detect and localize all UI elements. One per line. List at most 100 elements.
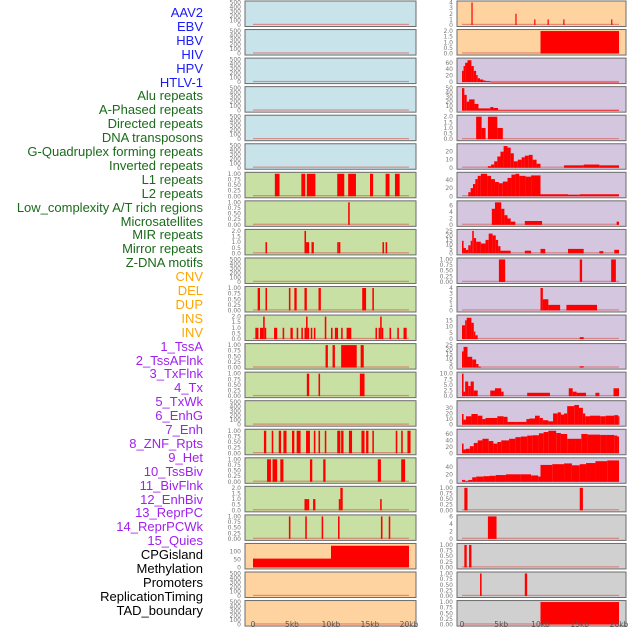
track-panel <box>456 143 627 170</box>
track-panel <box>456 257 627 284</box>
y-tick-label: 1.00 <box>440 599 454 606</box>
y-tick-label: 500 <box>230 571 242 578</box>
data-bar <box>309 459 313 482</box>
y-tick-label: 0.25 <box>440 502 454 509</box>
data-bar <box>563 19 565 25</box>
data-bar <box>468 386 471 397</box>
data-bar <box>614 435 618 454</box>
y-tick-label: 1.00 <box>228 456 242 463</box>
data-bar <box>267 459 271 482</box>
y-tick-label: 0 <box>449 450 453 457</box>
y-tick-label: 0.50 <box>228 382 242 389</box>
data-bar <box>362 288 367 311</box>
data-bar <box>501 440 510 454</box>
y-tick-label: 1.0 <box>231 325 241 332</box>
data-bar <box>582 413 586 425</box>
y-tick-label: 2.0 <box>443 28 453 35</box>
data-bar <box>473 70 477 83</box>
data-bar <box>313 499 316 511</box>
y-tick-label: 0.75 <box>228 291 242 298</box>
data-bar <box>483 476 490 482</box>
data-bar <box>257 288 261 311</box>
data-bar <box>463 391 466 397</box>
data-bar <box>507 177 512 197</box>
data-bar <box>543 432 549 454</box>
data-bar <box>462 479 466 482</box>
y-tick-label: 20 <box>445 99 453 106</box>
y-tick-label: 0 <box>237 136 241 143</box>
data-bar <box>500 250 511 254</box>
data-bar <box>476 116 482 140</box>
y-tick-label: 2.0 <box>231 228 241 235</box>
y-tick-label: 300 <box>230 94 242 101</box>
baseline-strip <box>462 337 619 340</box>
data-bar <box>560 414 565 425</box>
y-tick-label: 2 <box>449 11 453 18</box>
track-label: CPGisland <box>140 547 203 563</box>
y-tick-label: 0.50 <box>228 439 242 446</box>
data-bar <box>318 373 321 397</box>
y-tick-label: 0.25 <box>228 302 242 309</box>
y-tick-label: 400 <box>230 261 242 268</box>
y-tick-label: 400 <box>230 575 242 582</box>
data-bar <box>462 351 464 368</box>
data-bar <box>477 78 481 83</box>
data-bar <box>304 327 307 340</box>
track-label: Inverted repeats <box>109 157 203 173</box>
track-label: TAD_boundary <box>116 602 203 618</box>
y-tick-label: 0.25 <box>228 188 242 195</box>
y-tick-label: 1.0 <box>443 125 453 132</box>
data-bar <box>503 146 508 168</box>
data-bar <box>579 366 584 368</box>
y-tick-label: 0.00 <box>440 593 454 600</box>
y-tick-label: 1.5 <box>231 490 241 497</box>
data-bar <box>265 288 268 311</box>
y-tick-label: 0 <box>237 564 241 571</box>
baseline-strip <box>253 109 409 111</box>
data-bar <box>482 419 486 425</box>
data-bar <box>501 391 504 397</box>
y-tick-label: 1.0 <box>231 239 241 246</box>
data-bar <box>478 108 491 111</box>
data-bar <box>372 288 374 311</box>
track-label: 13_ReprPC <box>135 505 203 521</box>
y-tick-label: 0.50 <box>440 268 454 275</box>
track-panel <box>244 600 417 627</box>
data-bar <box>493 107 499 111</box>
data-bar <box>505 474 521 482</box>
data-bar <box>494 161 498 168</box>
data-bar <box>487 116 498 140</box>
data-bar <box>472 184 476 197</box>
data-bar <box>605 415 615 425</box>
data-bar <box>462 70 464 83</box>
data-bar <box>587 434 601 454</box>
y-tick-label: 20 <box>445 444 453 451</box>
y-tick-label: 0.0 <box>231 507 241 514</box>
data-bar <box>463 449 466 454</box>
y-tick-label: 0 <box>237 108 241 115</box>
y-tick-label: 40 <box>445 177 453 184</box>
y-tick-label: 10 <box>445 157 453 164</box>
baseline-strip <box>462 509 619 511</box>
data-bar <box>485 417 498 425</box>
baseline-strip <box>462 594 619 596</box>
baseline-strip <box>253 138 409 140</box>
data-bar <box>465 320 467 340</box>
track-label: HTLV-1 <box>159 74 203 90</box>
data-bar <box>255 327 259 340</box>
y-tick-label: 0.00 <box>228 536 242 543</box>
track-label: Promoters <box>143 574 203 590</box>
y-tick-label: 100 <box>230 103 242 110</box>
data-bar <box>564 413 568 425</box>
y-tick-label: 5 <box>449 330 453 337</box>
data-bar <box>600 434 607 454</box>
data-bar <box>465 416 472 425</box>
data-bar <box>288 288 291 311</box>
y-tick-label: 0.75 <box>228 519 242 526</box>
data-bar <box>304 499 308 511</box>
y-tick-label: 0.25 <box>228 530 242 537</box>
track-label: G-Quadruplex forming repeats <box>27 144 203 159</box>
data-bar <box>473 238 477 254</box>
data-bar <box>500 151 504 168</box>
data-bar <box>253 558 331 568</box>
